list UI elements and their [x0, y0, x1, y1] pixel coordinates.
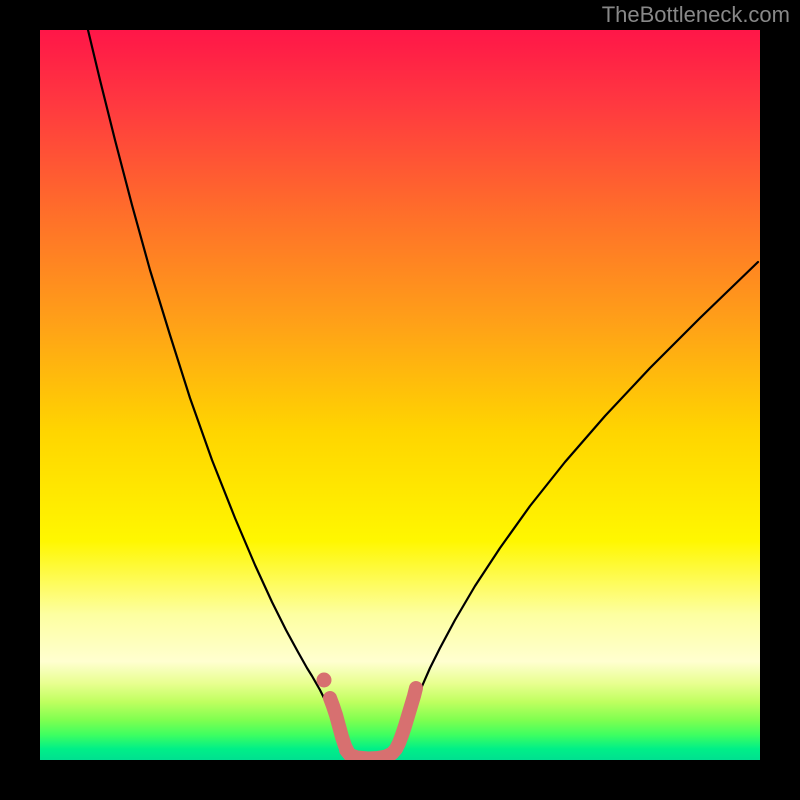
chart-container: TheBottleneck.com [0, 0, 800, 800]
marker-dot [317, 673, 332, 688]
plot-area [40, 30, 760, 760]
chart-svg [40, 30, 760, 760]
watermark-text: TheBottleneck.com [602, 2, 790, 28]
gradient-background [40, 30, 760, 760]
